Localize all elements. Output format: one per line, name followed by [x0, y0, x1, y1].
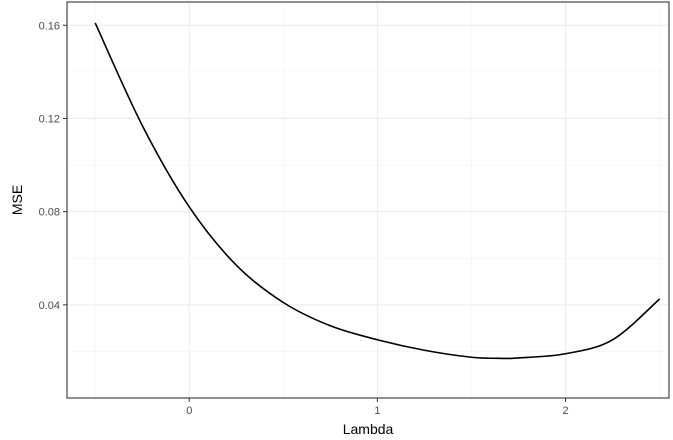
x-tick-label: 2: [562, 405, 568, 417]
y-tick-label: 0.16: [39, 20, 60, 32]
grid: [67, 2, 669, 398]
x-tick-label: 0: [186, 405, 192, 417]
mse-curve: [94, 22, 661, 360]
y-axis-title: MSE: [9, 185, 25, 215]
axis-ticks: 0 1 2 0.04 0.08 0.12 0.16: [39, 20, 569, 417]
panel-border: [66, 1, 670, 399]
x-tick-label: 1: [374, 405, 380, 417]
y-tick-label: 0.04: [39, 300, 60, 312]
series-layer: [94, 22, 661, 360]
x-axis-title: Lambda: [343, 421, 394, 437]
y-tick-label: 0.08: [39, 207, 60, 219]
y-tick-label: 0.12: [39, 113, 60, 125]
